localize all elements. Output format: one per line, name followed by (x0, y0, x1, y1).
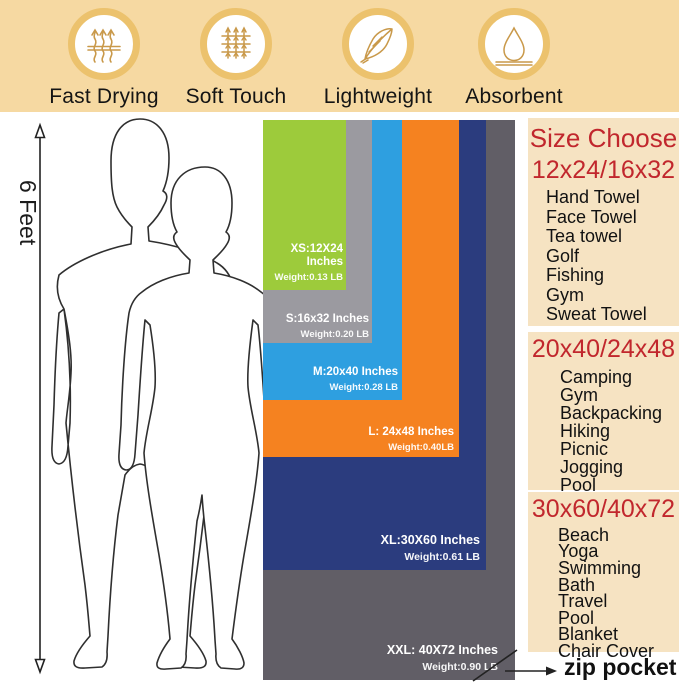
height-scale-label: 6 Feet (15, 180, 41, 246)
size-guide-panel-large: 30x60/40x72 Beach Yoga Swimming Bath Travel P… (528, 492, 679, 660)
towel-weight-text: Weight:0.40LB (388, 442, 454, 454)
towel-rect-xs: XS:12X24 Inches Weight:0.13 LB (263, 120, 346, 290)
list-item: Bath (558, 574, 596, 595)
droplet-icon (478, 8, 550, 80)
towel-size-text: S:16x32 Inches (285, 312, 369, 325)
list-item: Fishing (546, 265, 605, 286)
size-group-items: Beach Yoga Swimming Bath Travel Pool Blanket Ch… (528, 524, 679, 660)
size-guide-panel-medium: 20x40/24x48 Camping Gym Backpacking Hiking P… (528, 332, 679, 494)
zip-pocket-label: zip pocket (564, 654, 677, 680)
list-item: Tea towel (546, 226, 623, 247)
list-item: Chair Cover (558, 640, 655, 661)
size-guide-title: Size Choose (529, 123, 678, 153)
size-group-items: Camping Gym Backpacking Hiking Picnic Jogging… (528, 364, 679, 494)
list-item: Gym (546, 284, 584, 305)
list-item: Pool (560, 474, 597, 495)
list-item: Hiking (560, 420, 611, 441)
scale-arrowhead-bottom (34, 658, 46, 675)
list-item: Yoga (558, 541, 599, 562)
list-item: Golf (546, 245, 580, 266)
towel-weight-text: Weight:0.28 LB (329, 382, 398, 394)
size-group-heading: 12x24/16x32 (531, 155, 676, 184)
feature-absorbent: Absorbent (448, 8, 580, 109)
human-figures (51, 118, 275, 670)
feature-label: Soft Touch (185, 85, 287, 108)
list-item: Blanket (558, 624, 619, 645)
list-item: Sweat Towel (546, 304, 647, 325)
list-item: Jogging (560, 456, 624, 477)
towel-weight-text: Weight:0.90 LB (422, 660, 498, 673)
size-group-heading: 20x40/24x48 (531, 335, 676, 363)
list-item: Pool (558, 607, 595, 628)
feature-soft-touch: Soft Touch (170, 8, 302, 109)
list-item: Travel (558, 591, 608, 612)
feature-banner: Fast Drying Soft Touch (0, 0, 679, 112)
woman-outline (118, 166, 275, 670)
towel-size-text: XL:30X60 Inches (380, 532, 480, 547)
list-item: Gym (560, 384, 598, 405)
towel-size-text: XS:12X24 Inches (290, 242, 343, 268)
towel-size-text: XXL: 40X72 Inches (386, 642, 498, 657)
feature-label: Lightweight (323, 85, 433, 108)
feather-icon (342, 8, 414, 80)
feature-fast-drying: Fast Drying (38, 8, 170, 109)
list-item: Hand Towel (546, 187, 640, 208)
size-group-heading: 30x60/40x72 (531, 495, 676, 523)
size-guide-panel-small: Size Choose 12x24/16x32 Hand Towel Face T… (528, 118, 679, 326)
feature-lightweight: Lightweight (312, 8, 444, 109)
size-group-items: Hand Towel Face Towel Tea towel Golf Fishing… (528, 184, 679, 325)
scale-arrowhead-top (34, 122, 46, 139)
towel-weight-text: Weight:0.61 LB (404, 550, 480, 563)
steam-icon (68, 8, 140, 80)
towel-weight-text: Weight:0.20 LB (300, 329, 369, 341)
list-item: Swimming (558, 557, 642, 578)
list-item: Picnic (560, 438, 609, 459)
list-item: Backpacking (560, 402, 663, 423)
zip-arrowhead (546, 666, 557, 676)
feature-label: Fast Drying (49, 85, 159, 108)
feature-label: Absorbent (465, 85, 563, 108)
weave-icon (200, 8, 272, 80)
list-item: Face Towel (546, 206, 637, 227)
towel-weight-text: Weight:0.13 LB (274, 272, 343, 284)
list-item: Camping (560, 366, 633, 387)
towel-size-text: M:20x40 Inches (312, 365, 398, 378)
towel-size-text: L: 24x48 Inches (368, 425, 454, 438)
list-item: Beach (558, 524, 610, 545)
